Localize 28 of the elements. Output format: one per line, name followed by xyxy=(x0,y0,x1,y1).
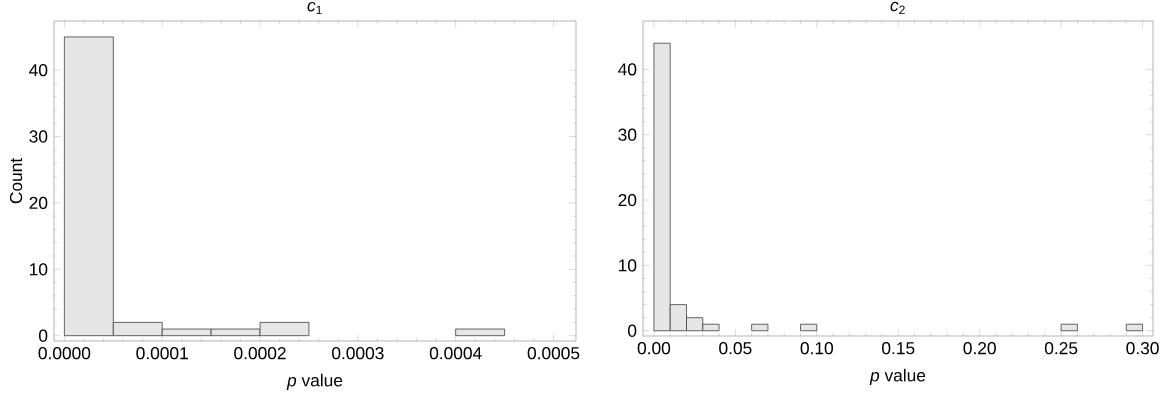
x-tick-label: 0.15 xyxy=(882,342,915,355)
y-tick-label: 0 xyxy=(627,324,637,337)
y-tick-label: 40 xyxy=(618,63,637,76)
x-tick-label: 0.0002 xyxy=(234,347,286,360)
x-tick-label: 0.0003 xyxy=(332,347,384,360)
chart-title: c$_{2}$ xyxy=(890,1,905,15)
y-tick-label: 30 xyxy=(29,130,48,143)
x-tick-label: 0.25 xyxy=(1044,342,1078,355)
chart-title: c$_{1}$ xyxy=(307,1,322,15)
x-tick-label: 0.10 xyxy=(800,342,833,355)
x-tick-label: 0.0001 xyxy=(136,347,188,360)
y-tick-label: 40 xyxy=(29,63,48,77)
y-tick-label: 10 xyxy=(619,259,637,272)
y-tick-label: 10 xyxy=(30,263,48,276)
x-axis-title: p value xyxy=(869,368,926,385)
x-tick-label: 0.0005 xyxy=(527,347,580,360)
y-tick-label: 30 xyxy=(618,128,637,141)
x-tick-label: 0.00 xyxy=(637,342,671,355)
y-tick-label: 20 xyxy=(618,193,637,207)
y-tick-label: 20 xyxy=(29,196,48,210)
x-tick-label: 0.05 xyxy=(719,342,752,355)
x-tick-label: 0.0004 xyxy=(429,347,482,360)
y-axis-title: Count xyxy=(9,158,23,204)
x-tick-label: 0.20 xyxy=(963,342,996,355)
x-tick-label: 0.0000 xyxy=(38,347,91,360)
y-tick-label: 0 xyxy=(39,329,48,342)
x-tick-label: 0.30 xyxy=(1126,342,1159,355)
x-axis-title: p value xyxy=(286,373,343,390)
